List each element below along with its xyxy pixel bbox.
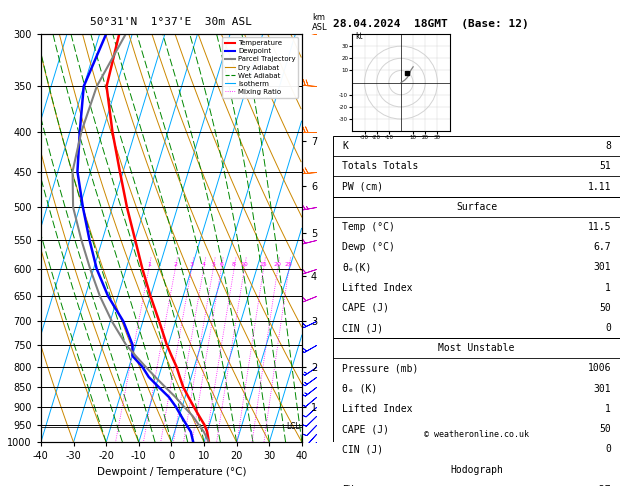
Text: Lifted Index: Lifted Index	[342, 283, 413, 293]
Text: Totals Totals: Totals Totals	[342, 161, 418, 172]
Text: 1.11: 1.11	[587, 182, 611, 191]
Text: 6: 6	[219, 262, 223, 267]
Text: 0: 0	[605, 444, 611, 454]
Text: 11.5: 11.5	[587, 222, 611, 232]
Text: LCL: LCL	[287, 422, 300, 431]
Text: CAPE (J): CAPE (J)	[342, 424, 389, 434]
Legend: Temperature, Dewpoint, Parcel Trajectory, Dry Adiabat, Wet Adiabat, Isotherm, Mi: Temperature, Dewpoint, Parcel Trajectory…	[222, 37, 298, 98]
Text: 1: 1	[605, 283, 611, 293]
Text: 50: 50	[599, 424, 611, 434]
Y-axis label: hPa: hPa	[0, 229, 2, 247]
Text: 3: 3	[189, 262, 194, 267]
Text: 25: 25	[285, 262, 292, 267]
Bar	[333, 459, 620, 486]
Text: Most Unstable: Most Unstable	[438, 343, 515, 353]
Text: Hodograph: Hodograph	[450, 465, 503, 474]
Text: CAPE (J): CAPE (J)	[342, 303, 389, 313]
Text: 0: 0	[605, 323, 611, 333]
Text: 10: 10	[240, 262, 248, 267]
Text: Dewp (°C): Dewp (°C)	[342, 242, 395, 252]
Text: kt: kt	[355, 32, 362, 41]
Text: 301: 301	[593, 383, 611, 394]
Text: θₑ(K): θₑ(K)	[342, 262, 371, 273]
Text: 6.7: 6.7	[593, 242, 611, 252]
Text: 8: 8	[605, 141, 611, 151]
Text: Surface: Surface	[456, 202, 497, 212]
Text: 1: 1	[605, 404, 611, 414]
Text: EH: EH	[342, 485, 353, 486]
X-axis label: Dewpoint / Temperature (°C): Dewpoint / Temperature (°C)	[97, 467, 246, 477]
Text: 2: 2	[173, 262, 177, 267]
Text: 15: 15	[260, 262, 267, 267]
Text: K: K	[342, 141, 348, 151]
Text: 50: 50	[599, 303, 611, 313]
Text: -37: -37	[593, 485, 611, 486]
Text: Pressure (mb): Pressure (mb)	[342, 364, 418, 373]
Text: 20: 20	[274, 262, 282, 267]
Text: CIN (J): CIN (J)	[342, 444, 383, 454]
Text: © weatheronline.co.uk: © weatheronline.co.uk	[424, 430, 529, 439]
Text: PW (cm): PW (cm)	[342, 182, 383, 191]
Text: 301: 301	[593, 262, 611, 273]
Bar	[333, 338, 620, 459]
Text: 4: 4	[201, 262, 206, 267]
Bar	[333, 136, 620, 197]
Text: 1006: 1006	[587, 364, 611, 373]
Text: 51: 51	[599, 161, 611, 172]
Text: Lifted Index: Lifted Index	[342, 404, 413, 414]
Text: 1: 1	[147, 262, 151, 267]
Text: 5: 5	[211, 262, 215, 267]
Bar	[333, 197, 620, 338]
Text: 28.04.2024  18GMT  (Base: 12): 28.04.2024 18GMT (Base: 12)	[333, 19, 529, 30]
Text: Temp (°C): Temp (°C)	[342, 222, 395, 232]
Text: 8: 8	[232, 262, 236, 267]
Text: θₑ (K): θₑ (K)	[342, 383, 377, 394]
Text: CIN (J): CIN (J)	[342, 323, 383, 333]
Text: km
ASL: km ASL	[313, 13, 328, 32]
Text: 50°31'N  1°37'E  30m ASL: 50°31'N 1°37'E 30m ASL	[91, 17, 252, 27]
